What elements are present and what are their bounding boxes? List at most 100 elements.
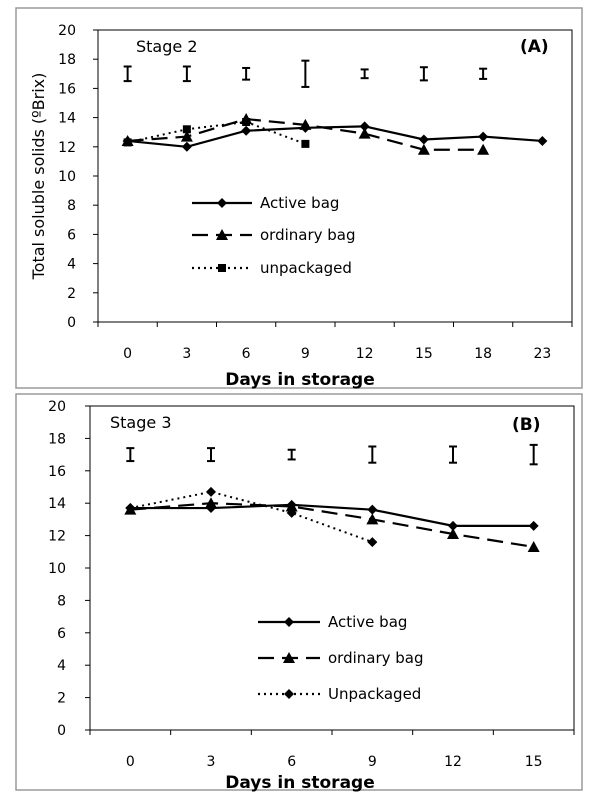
x-tick-label: 23	[533, 346, 551, 362]
legend-label-1: Active bag	[260, 194, 339, 212]
series-line-1	[130, 503, 534, 527]
y-tick-label: 18	[58, 52, 76, 68]
error-bars-a	[123, 59, 488, 88]
x-tick-label: 6	[287, 754, 296, 770]
legend-label-1: Active bag	[328, 613, 407, 631]
y-tick-label: 16	[48, 464, 66, 480]
y-tick-label: 10	[48, 561, 66, 577]
series-line-3	[127, 120, 306, 145]
series-line-2	[130, 502, 534, 549]
legend-marker-3	[284, 689, 294, 699]
legend-marker-1	[284, 617, 294, 627]
x-tick-label: 9	[368, 754, 377, 770]
y-tick-label: 12	[58, 140, 76, 156]
x-axis-label-b: Days in storage	[225, 773, 375, 792]
x-tick-label: 12	[444, 754, 462, 770]
legend-marker-1	[217, 198, 227, 208]
data-point-3	[125, 503, 136, 514]
y-axis-label-a: Total soluble solids (ºBrix)	[29, 73, 48, 281]
data-point-3	[242, 117, 251, 126]
series-line-1	[127, 125, 543, 148]
y-tick-label: 2	[67, 286, 76, 302]
y-tick-label: 2	[57, 691, 66, 707]
y-tick-label: 8	[67, 198, 76, 214]
plot-area-b	[89, 405, 575, 731]
y-tick-label: 14	[58, 111, 76, 127]
y-tick-label: 20	[58, 23, 76, 39]
data-point-2	[447, 527, 459, 539]
legend-a: Active bag ordinary bag unpackaged	[192, 194, 356, 277]
x-tick-label: 12	[356, 346, 374, 362]
x-tick-label: 18	[474, 346, 492, 362]
data-point-1	[418, 134, 429, 145]
stage-label-b: Stage 3	[110, 413, 172, 432]
x-tick-label: 15	[525, 754, 543, 770]
y-tick-label: 14	[48, 496, 66, 512]
series-b	[124, 486, 540, 552]
data-point-3	[182, 125, 191, 134]
plot-area-a	[97, 29, 573, 323]
legend-label-2: ordinary bag	[328, 649, 424, 667]
legend-marker-2	[216, 229, 228, 240]
y-tick-label: 4	[67, 257, 76, 273]
x-tick-label: 9	[301, 346, 310, 362]
legend-marker-2	[283, 652, 295, 663]
data-point-1	[537, 135, 548, 146]
data-point-1	[528, 520, 539, 531]
data-point-1	[359, 121, 370, 132]
x-tick-label: 3	[207, 754, 216, 770]
chart-panel-a: Stage 2 (A) Days in storage Total solubl…	[15, 7, 583, 390]
y-tick-label: 8	[57, 593, 66, 609]
x-axis-label-a: Days in storage	[225, 370, 375, 390]
data-point-2	[180, 130, 193, 142]
data-point-1	[367, 504, 378, 515]
legend-label-2: ordinary bag	[260, 226, 356, 244]
y-tick-label: 0	[57, 723, 66, 739]
y-tick-label: 18	[48, 431, 66, 447]
data-point-2	[417, 143, 430, 155]
x-tick-label: 0	[123, 346, 132, 362]
panel-label-b: (B)	[512, 415, 541, 435]
x-ticks-b: 0 3 6 9 12 15	[89, 730, 575, 770]
x-tick-label: 6	[242, 346, 251, 362]
y-tick-label: 20	[48, 399, 66, 415]
data-point-1	[478, 131, 489, 142]
y-tick-label: 4	[57, 658, 66, 674]
legend-label-3: Unpackaged	[328, 685, 421, 703]
data-point-2	[358, 127, 371, 139]
stage-label-a: Stage 2	[136, 37, 198, 56]
x-tick-label: 3	[182, 346, 191, 362]
data-point-3	[206, 486, 216, 497]
data-point-2	[477, 143, 490, 155]
data-point-3	[123, 138, 132, 147]
data-point-3	[286, 507, 297, 518]
legend-b: Active bag ordinary bag Unpackaged	[258, 613, 424, 703]
y-tick-label: 12	[48, 529, 66, 545]
y-tick-label: 6	[67, 227, 76, 243]
data-point-1	[181, 141, 192, 152]
data-point-1	[241, 125, 252, 136]
x-ticks-a: 0 3 6 9 12 15 18 23	[97, 322, 573, 362]
data-point-2	[527, 540, 540, 552]
y-tick-label: 0	[67, 315, 76, 331]
y-tick-label: 6	[57, 626, 66, 642]
panel-label-a: (A)	[520, 37, 549, 57]
panel-b-frame	[15, 393, 583, 791]
data-point-2	[299, 118, 312, 130]
data-point-2	[366, 513, 379, 525]
x-tick-label: 15	[415, 346, 433, 362]
chart-panel-b: Stage 3 (B) Days in storage 0 2 4 6 8 10 12 14 1…	[15, 393, 583, 792]
data-point-1	[448, 520, 458, 531]
legend-label-3: unpackaged	[260, 259, 352, 277]
y-ticks-a: 0 2 4 6 8 10 12 14 16 18 20	[58, 23, 98, 331]
error-bars-b	[126, 443, 538, 466]
y-tick-label: 16	[58, 81, 76, 97]
x-tick-label: 0	[126, 754, 135, 770]
y-tick-label: 10	[58, 169, 76, 185]
y-ticks-b: 0 2 4 6 8 10 12 14 16 18 20	[48, 399, 90, 739]
data-point-3	[367, 537, 378, 548]
data-point-2	[285, 500, 298, 512]
data-point-2	[205, 497, 217, 509]
data-point-3	[301, 139, 310, 148]
series-a	[121, 113, 548, 155]
